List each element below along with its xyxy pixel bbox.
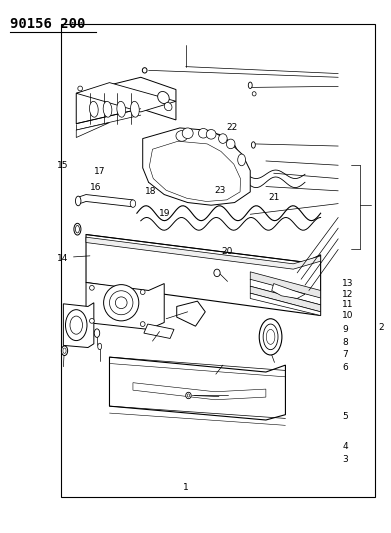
Text: 90156 200: 90156 200 [10,17,85,31]
Text: 1: 1 [183,483,188,492]
Polygon shape [86,235,321,316]
Polygon shape [76,77,176,124]
Ellipse shape [109,291,133,314]
Text: 17: 17 [94,167,106,176]
Text: 7: 7 [342,350,348,359]
Ellipse shape [140,290,145,295]
Ellipse shape [94,329,100,337]
Text: 19: 19 [158,209,170,217]
Polygon shape [76,83,176,112]
Polygon shape [78,195,133,207]
Text: 13: 13 [342,279,353,288]
Text: 8: 8 [342,338,348,346]
Text: 5: 5 [342,413,348,421]
Text: 21: 21 [268,193,280,201]
Text: 2: 2 [378,324,384,332]
Polygon shape [250,279,321,305]
Ellipse shape [186,392,191,399]
Ellipse shape [61,346,68,356]
Ellipse shape [176,131,188,141]
Bar [61,24,375,497]
Polygon shape [143,128,250,205]
Ellipse shape [75,225,79,233]
Text: 16: 16 [90,183,102,192]
Polygon shape [109,357,285,420]
Ellipse shape [75,196,81,206]
Polygon shape [133,383,266,400]
Text: 18: 18 [145,188,156,196]
Text: 4: 4 [342,442,348,451]
Ellipse shape [259,319,282,355]
Ellipse shape [238,154,246,166]
Ellipse shape [90,286,94,290]
Text: 14: 14 [57,254,68,263]
Polygon shape [177,301,205,326]
Ellipse shape [104,285,139,321]
Text: 15: 15 [57,161,68,169]
Ellipse shape [103,101,112,117]
Polygon shape [76,123,109,138]
Polygon shape [86,282,164,329]
Text: 9: 9 [342,325,348,334]
Text: 10: 10 [342,311,353,320]
Ellipse shape [266,329,275,344]
Ellipse shape [78,86,83,91]
Ellipse shape [252,92,256,96]
Polygon shape [250,272,321,298]
Ellipse shape [140,321,145,326]
Polygon shape [272,284,305,298]
Text: 12: 12 [342,290,353,298]
Ellipse shape [98,343,102,350]
Text: 22: 22 [226,124,237,132]
Ellipse shape [251,142,255,148]
Ellipse shape [142,68,147,73]
Ellipse shape [226,139,235,149]
Text: 23: 23 [214,187,226,195]
Ellipse shape [130,200,136,207]
Ellipse shape [248,82,252,88]
Ellipse shape [63,348,66,353]
Polygon shape [149,141,240,201]
Text: 3: 3 [342,456,348,464]
Ellipse shape [70,316,83,334]
Ellipse shape [263,324,278,350]
Polygon shape [144,324,174,338]
Polygon shape [86,237,321,269]
Polygon shape [250,293,321,316]
Polygon shape [250,286,321,312]
Text: 6: 6 [342,364,348,372]
Ellipse shape [117,101,126,117]
Ellipse shape [115,297,127,309]
Ellipse shape [187,394,190,397]
Ellipse shape [90,318,94,323]
Text: 11: 11 [342,301,353,309]
Ellipse shape [198,128,208,138]
Polygon shape [162,144,231,182]
Ellipse shape [182,128,193,139]
Ellipse shape [219,134,227,143]
Text: 20: 20 [221,247,233,256]
Ellipse shape [90,101,98,117]
Ellipse shape [65,310,87,341]
Ellipse shape [158,92,169,103]
Polygon shape [156,131,242,187]
Ellipse shape [74,223,81,235]
Ellipse shape [164,102,172,111]
Ellipse shape [214,269,220,277]
Ellipse shape [206,130,216,139]
Ellipse shape [131,101,139,117]
Polygon shape [63,303,94,348]
